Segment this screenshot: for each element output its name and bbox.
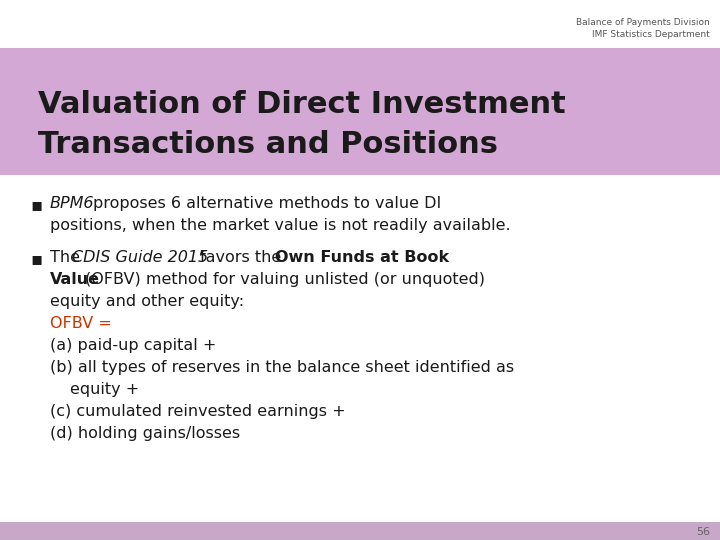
Text: (a) paid-up capital +: (a) paid-up capital +	[50, 338, 217, 353]
Text: equity and other equity:: equity and other equity:	[50, 294, 244, 309]
Text: Transactions and Positions: Transactions and Positions	[38, 130, 498, 159]
Text: 56: 56	[696, 527, 710, 537]
Text: proposes 6 alternative methods to value DI: proposes 6 alternative methods to value …	[93, 196, 441, 211]
Text: BPM6: BPM6	[50, 196, 94, 211]
Text: ▪: ▪	[30, 250, 42, 268]
Text: Own Funds at Book: Own Funds at Book	[275, 250, 449, 265]
Text: Value: Value	[50, 272, 100, 287]
Text: positions, when the market value is not readily available.: positions, when the market value is not …	[50, 218, 510, 233]
Bar	[0, 522, 720, 540]
Text: The: The	[50, 250, 85, 265]
Text: favors the: favors the	[200, 250, 282, 265]
Text: (c) cumulated reinvested earnings +: (c) cumulated reinvested earnings +	[50, 404, 346, 419]
Text: (d) holding gains/losses: (d) holding gains/losses	[50, 426, 240, 441]
Text: OFBV =: OFBV =	[50, 316, 112, 331]
Text: ▪: ▪	[30, 196, 42, 214]
Text: (b) all types of reserves in the balance sheet identified as: (b) all types of reserves in the balance…	[50, 360, 514, 375]
Text: Valuation of Direct Investment: Valuation of Direct Investment	[38, 90, 566, 119]
Bar	[0, 48, 720, 175]
Text: CDIS Guide 2015: CDIS Guide 2015	[72, 250, 208, 265]
Text: equity +: equity +	[70, 382, 139, 397]
Text: IMF Statistics Department: IMF Statistics Department	[593, 30, 710, 39]
Text: Balance of Payments Division: Balance of Payments Division	[576, 18, 710, 27]
Text: (OFBV) method for valuing unlisted (or unquoted): (OFBV) method for valuing unlisted (or u…	[85, 272, 485, 287]
